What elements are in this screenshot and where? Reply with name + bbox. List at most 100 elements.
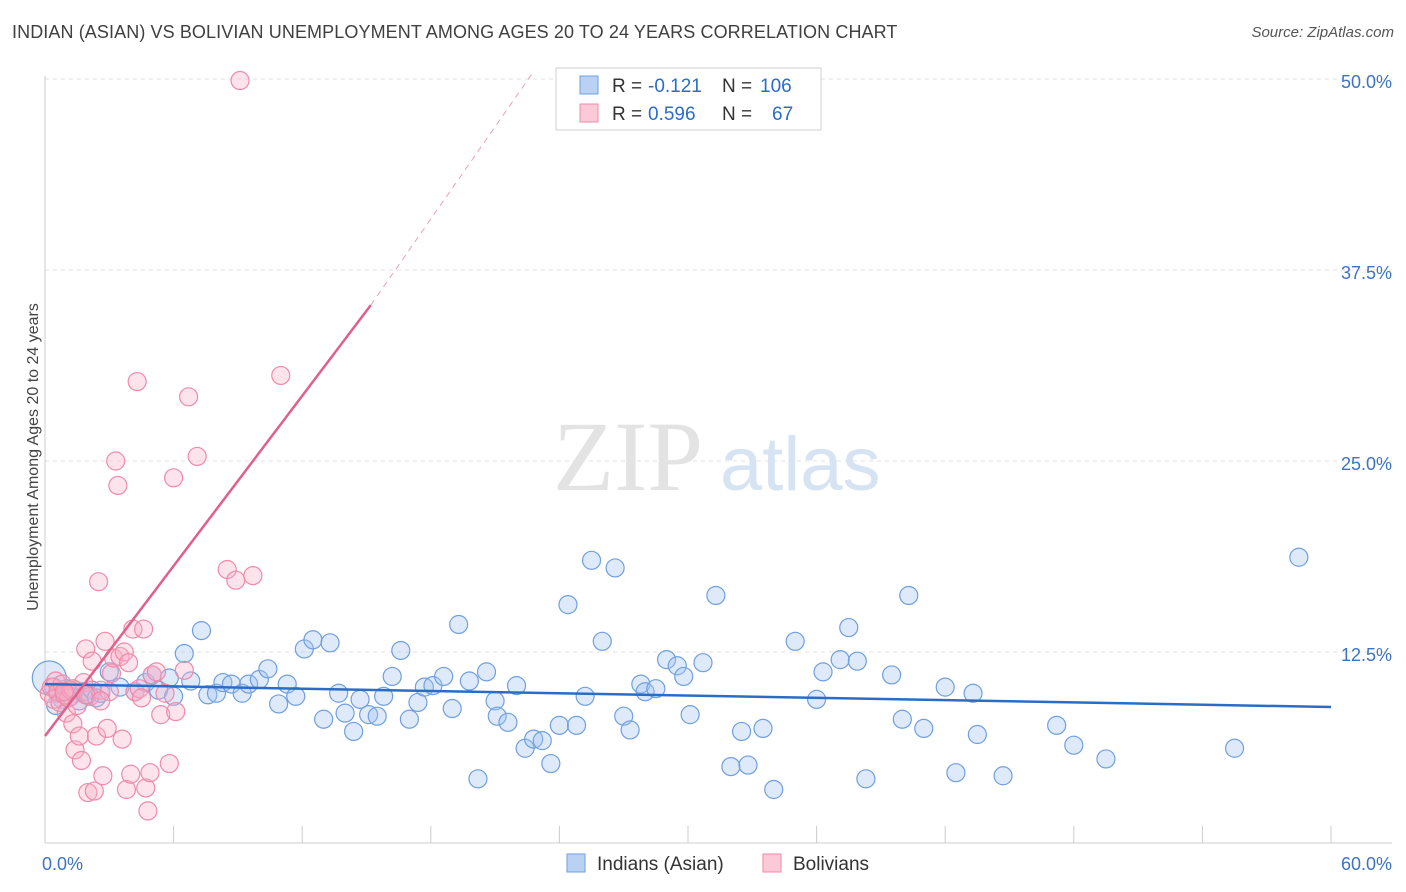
legend-n-label-2: N =	[722, 104, 752, 125]
y-tick-labels: 12.5% 25.0% 37.5% 50.0%	[1341, 72, 1392, 665]
point-indians-89	[764, 779, 784, 800]
point-bolivians-27	[97, 718, 117, 739]
point-bolivians-15	[71, 750, 92, 771]
legend-swatch-indians	[579, 75, 599, 95]
point-indians-87	[738, 755, 758, 775]
legend-r-value-1: -0.121	[648, 76, 702, 97]
point-bolivians-54	[166, 701, 186, 722]
point-bolivians-20	[82, 651, 102, 671]
legend-bottom-swatch-bolivians	[762, 853, 782, 873]
y-tick-label-1: 25.0%	[1341, 454, 1392, 474]
point-bolivians-49	[146, 662, 167, 682]
point-bolivians-34	[112, 729, 132, 749]
point-bolivians-66	[91, 691, 111, 711]
point-indians-22	[174, 643, 194, 664]
point-indians-49	[399, 709, 419, 729]
point-indians-38	[314, 709, 334, 729]
point-indians-39	[320, 633, 340, 653]
point-bolivians-52	[159, 753, 179, 774]
point-indians-24	[191, 621, 212, 641]
point-indians-81	[674, 666, 694, 687]
point-indians-95	[847, 651, 867, 671]
point-indians-104	[967, 724, 987, 745]
axes	[44, 76, 1392, 844]
point-bolivians-8	[56, 703, 77, 723]
point-indians-69	[566, 715, 587, 735]
trend-lines	[44, 71, 1332, 737]
point-indians-60	[487, 706, 507, 726]
series-legend: Indians (Asian) Bolivians	[566, 853, 869, 875]
trend-bolivians-extension	[370, 71, 535, 306]
point-bolivians-47	[140, 763, 160, 783]
point-indians-80	[667, 656, 687, 676]
point-indians-96	[856, 769, 876, 789]
y-tick-label-2: 37.5%	[1341, 263, 1392, 283]
point-indians-33	[269, 694, 289, 714]
point-indians-48	[391, 640, 411, 661]
point-indians-42	[344, 721, 364, 742]
point-indians-73	[605, 558, 625, 578]
point-indians-93	[830, 650, 850, 670]
point-indians-105	[993, 766, 1013, 786]
point-bolivians-45	[136, 778, 156, 798]
watermark-zip: ZIP	[553, 401, 703, 512]
point-bolivians-46	[138, 801, 158, 821]
point-bolivians-26	[95, 631, 115, 651]
point-indians-100	[914, 718, 934, 739]
point-bolivians-35	[114, 642, 134, 662]
x-tick-labels: 0.0% 60.0%	[42, 854, 1392, 874]
point-bolivians-41	[127, 371, 147, 392]
watermark-atlas: atlas	[720, 422, 881, 507]
point-bolivians-23	[88, 572, 109, 592]
point-indians-37	[303, 630, 323, 650]
point-bolivians-32	[108, 475, 128, 496]
legend-n-value-2: 67	[772, 104, 793, 125]
point-indians-26	[206, 683, 227, 703]
legend-r-value-2: 0.596	[648, 104, 696, 125]
point-bolivians-44	[133, 619, 154, 639]
point-indians-85	[721, 756, 741, 777]
point-bolivians-50	[151, 705, 171, 725]
point-indians-72	[592, 631, 612, 651]
point-indians-55	[449, 614, 469, 635]
y-axis-label: Unemployment Among Ages 20 to 24 years	[25, 303, 42, 611]
point-bolivians-37	[118, 653, 139, 673]
point-indians-99	[899, 585, 919, 606]
point-indians-47	[382, 666, 402, 687]
y-tick-label-0: 12.5%	[1341, 645, 1392, 665]
point-indians-108	[1096, 749, 1116, 769]
point-indians-58	[476, 662, 497, 682]
point-indians-98	[892, 709, 912, 729]
point-indians-41	[335, 703, 355, 723]
point-bolivians-60	[230, 70, 250, 91]
point-bolivians-61	[243, 565, 263, 586]
point-indians-78	[646, 679, 666, 699]
point-indians-82	[680, 705, 700, 725]
point-indians-94	[839, 617, 859, 638]
point-indians-75	[620, 720, 640, 740]
point-indians-70	[575, 686, 595, 706]
legend-r-label-2: R =	[612, 104, 642, 125]
point-bolivians-43	[131, 688, 152, 708]
point-indians-61	[498, 712, 518, 732]
x-tick-label-1: 60.0%	[1341, 854, 1392, 874]
point-indians-86	[731, 721, 752, 742]
x-tick-label-0: 0.0%	[42, 854, 83, 874]
point-indians-102	[946, 763, 966, 783]
point-bolivians-51	[155, 683, 175, 703]
point-bolivians-36	[116, 779, 137, 800]
point-indians-57	[468, 769, 488, 789]
point-indians-109	[1224, 738, 1245, 758]
point-indians-40	[329, 683, 349, 703]
point-indians-68	[558, 595, 578, 615]
point-indians-35	[286, 686, 306, 706]
gridlines	[45, 78, 1392, 653]
point-indians-65	[532, 731, 552, 751]
legend-bottom-label-bolivians: Bolivians	[793, 854, 869, 875]
point-bolivians-14	[69, 726, 89, 746]
point-bolivians-18	[78, 782, 98, 803]
point-indians-92	[813, 662, 833, 682]
point-indians-54	[442, 698, 462, 719]
point-bolivians-55	[174, 660, 194, 680]
point-bolivians-31	[106, 451, 126, 471]
